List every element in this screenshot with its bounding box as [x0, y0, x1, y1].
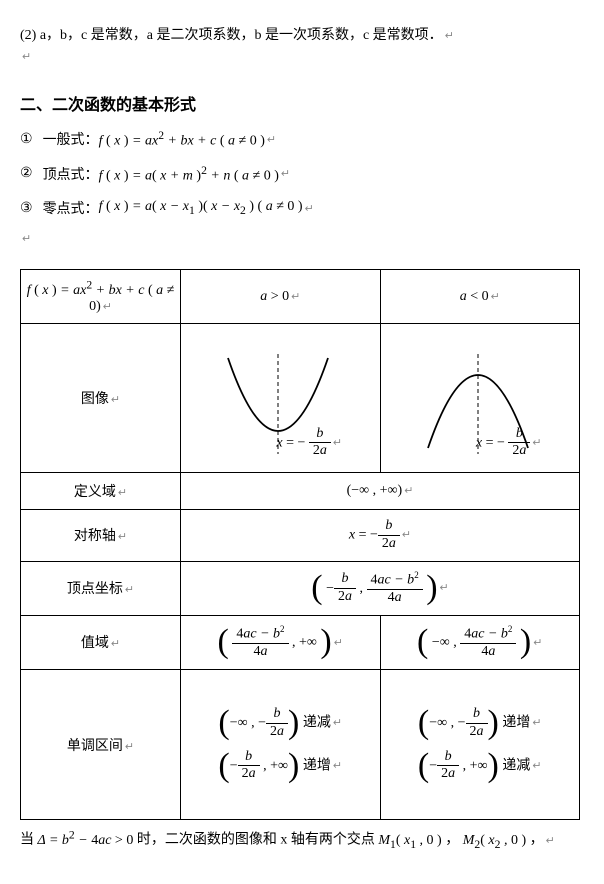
bottom-comma: ， — [445, 833, 459, 848]
label-1: 一般式： — [43, 129, 99, 149]
row-label-mono: 单调区间↵ — [21, 670, 181, 820]
graph-up: x = − b2a↵ — [181, 323, 380, 472]
row-label-range: 值域↵ — [21, 615, 181, 669]
table-row-image: 图像↵ x = − b2a↵ x = − b2a↵ — [21, 323, 580, 472]
table-row-header: f ( x ) = ax2 + bx + c ( a ≠ 0)↵ a > 0↵ … — [21, 270, 580, 324]
bottom-prefix: 当 — [20, 833, 34, 848]
ret-4: ↵ — [305, 202, 314, 215]
row-label-image: 图像↵ — [21, 323, 181, 472]
expr-3: f ( x ) = a( x − x1 )( x − x2 ) ( a ≠ 0 … — [99, 199, 303, 217]
graph-down: x = − b2a↵ — [380, 323, 580, 472]
label-3: 零点式： — [43, 198, 99, 218]
form-general: ① 一般式： f ( x ) = ax2 + bx + c ( a ≠ 0 )↵ — [20, 129, 584, 150]
top-note-text: (2) a，b，c 是常数，a 是二次项系数，b 是一次项系数，c 是常数项． — [20, 28, 443, 43]
vertex-value: ( −b2a , 4ac − b24a )↵ — [181, 561, 580, 615]
range-pos: ( 4ac − b24a , +∞ )↵ — [181, 615, 380, 669]
top-note: (2) a，b，c 是常数，a 是二次项系数，b 是一次项系数，c 是常数项．↵ — [20, 24, 584, 44]
th-a-neg: a < 0↵ — [380, 270, 580, 324]
m2-point: M2( x2 , 0 ) — [463, 833, 526, 848]
table-row-range: 值域↵ ( 4ac − b24a , +∞ )↵ ( −∞ , 4ac − b2… — [21, 615, 580, 669]
ret-mark: ↵ — [445, 30, 454, 42]
label-2: 顶点式： — [43, 164, 99, 184]
th-formula: f ( x ) = ax2 + bx + c ( a ≠ 0)↵ — [21, 270, 181, 324]
expr-2: f ( x ) = a( x + m )2 + n ( a ≠ 0 ) — [99, 164, 279, 185]
empty-ret-2: ↵ — [22, 232, 584, 245]
ret-3: ↵ — [281, 167, 290, 180]
num-2: ② — [20, 165, 33, 182]
m1-point: M1( x1 , 0 ) — [378, 833, 441, 848]
axis-value: x = −b2a↵ — [181, 509, 580, 561]
axis-label-up: x = − b2a↵ — [243, 426, 375, 461]
ret-2: ↵ — [267, 133, 276, 146]
delta-expr: Δ = b2 − 4ac > 0 — [38, 833, 134, 848]
properties-table: f ( x ) = ax2 + bx + c ( a ≠ 0)↵ a > 0↵ … — [20, 269, 580, 820]
mono-neg: (−∞ , −b2a) 递增↵ (−b2a , +∞) 递减↵ — [380, 670, 580, 820]
num-1: ① — [20, 131, 33, 148]
row-label-vertex: 顶点坐标↵ — [21, 561, 181, 615]
table-row-domain: 定义域↵ (−∞ , +∞)↵ — [21, 472, 580, 509]
form-zero: ③ 零点式： f ( x ) = a( x − x1 )( x − x2 ) (… — [20, 198, 584, 218]
domain-value: (−∞ , +∞)↵ — [181, 472, 580, 509]
section-heading: 二、二次函数的基本形式 — [20, 91, 584, 115]
num-3: ③ — [20, 200, 33, 217]
row-label-axis: 对称轴↵ — [21, 509, 181, 561]
range-neg: ( −∞ , 4ac − b24a )↵ — [380, 615, 580, 669]
axis-label-down: x = − b2a↵ — [443, 426, 576, 461]
bottom-suffix: ， — [530, 833, 544, 848]
empty-ret-1: ↵ — [22, 50, 584, 63]
mono-pos: (−∞ , −b2a) 递减↵ (−b2a , +∞) 递增↵ — [181, 670, 380, 820]
row-label-domain: 定义域↵ — [21, 472, 181, 509]
expr-1: f ( x ) = ax2 + bx + c ( a ≠ 0 ) — [99, 129, 265, 150]
bottom-mid: 时，二次函数的图像和 x 轴有两个交点 — [137, 833, 375, 848]
th-a-pos: a > 0↵ — [181, 270, 380, 324]
bottom-note: 当 Δ = b2 − 4ac > 0 时，二次函数的图像和 x 轴有两个交点 M… — [20, 828, 584, 850]
table-row-mono: 单调区间↵ (−∞ , −b2a) 递减↵ (−b2a , +∞) 递增↵ (−… — [21, 670, 580, 820]
form-vertex: ② 顶点式： f ( x ) = a( x + m )2 + n ( a ≠ 0… — [20, 164, 584, 185]
table-row-vertex: 顶点坐标↵ ( −b2a , 4ac − b24a )↵ — [21, 561, 580, 615]
table-row-axis: 对称轴↵ x = −b2a↵ — [21, 509, 580, 561]
